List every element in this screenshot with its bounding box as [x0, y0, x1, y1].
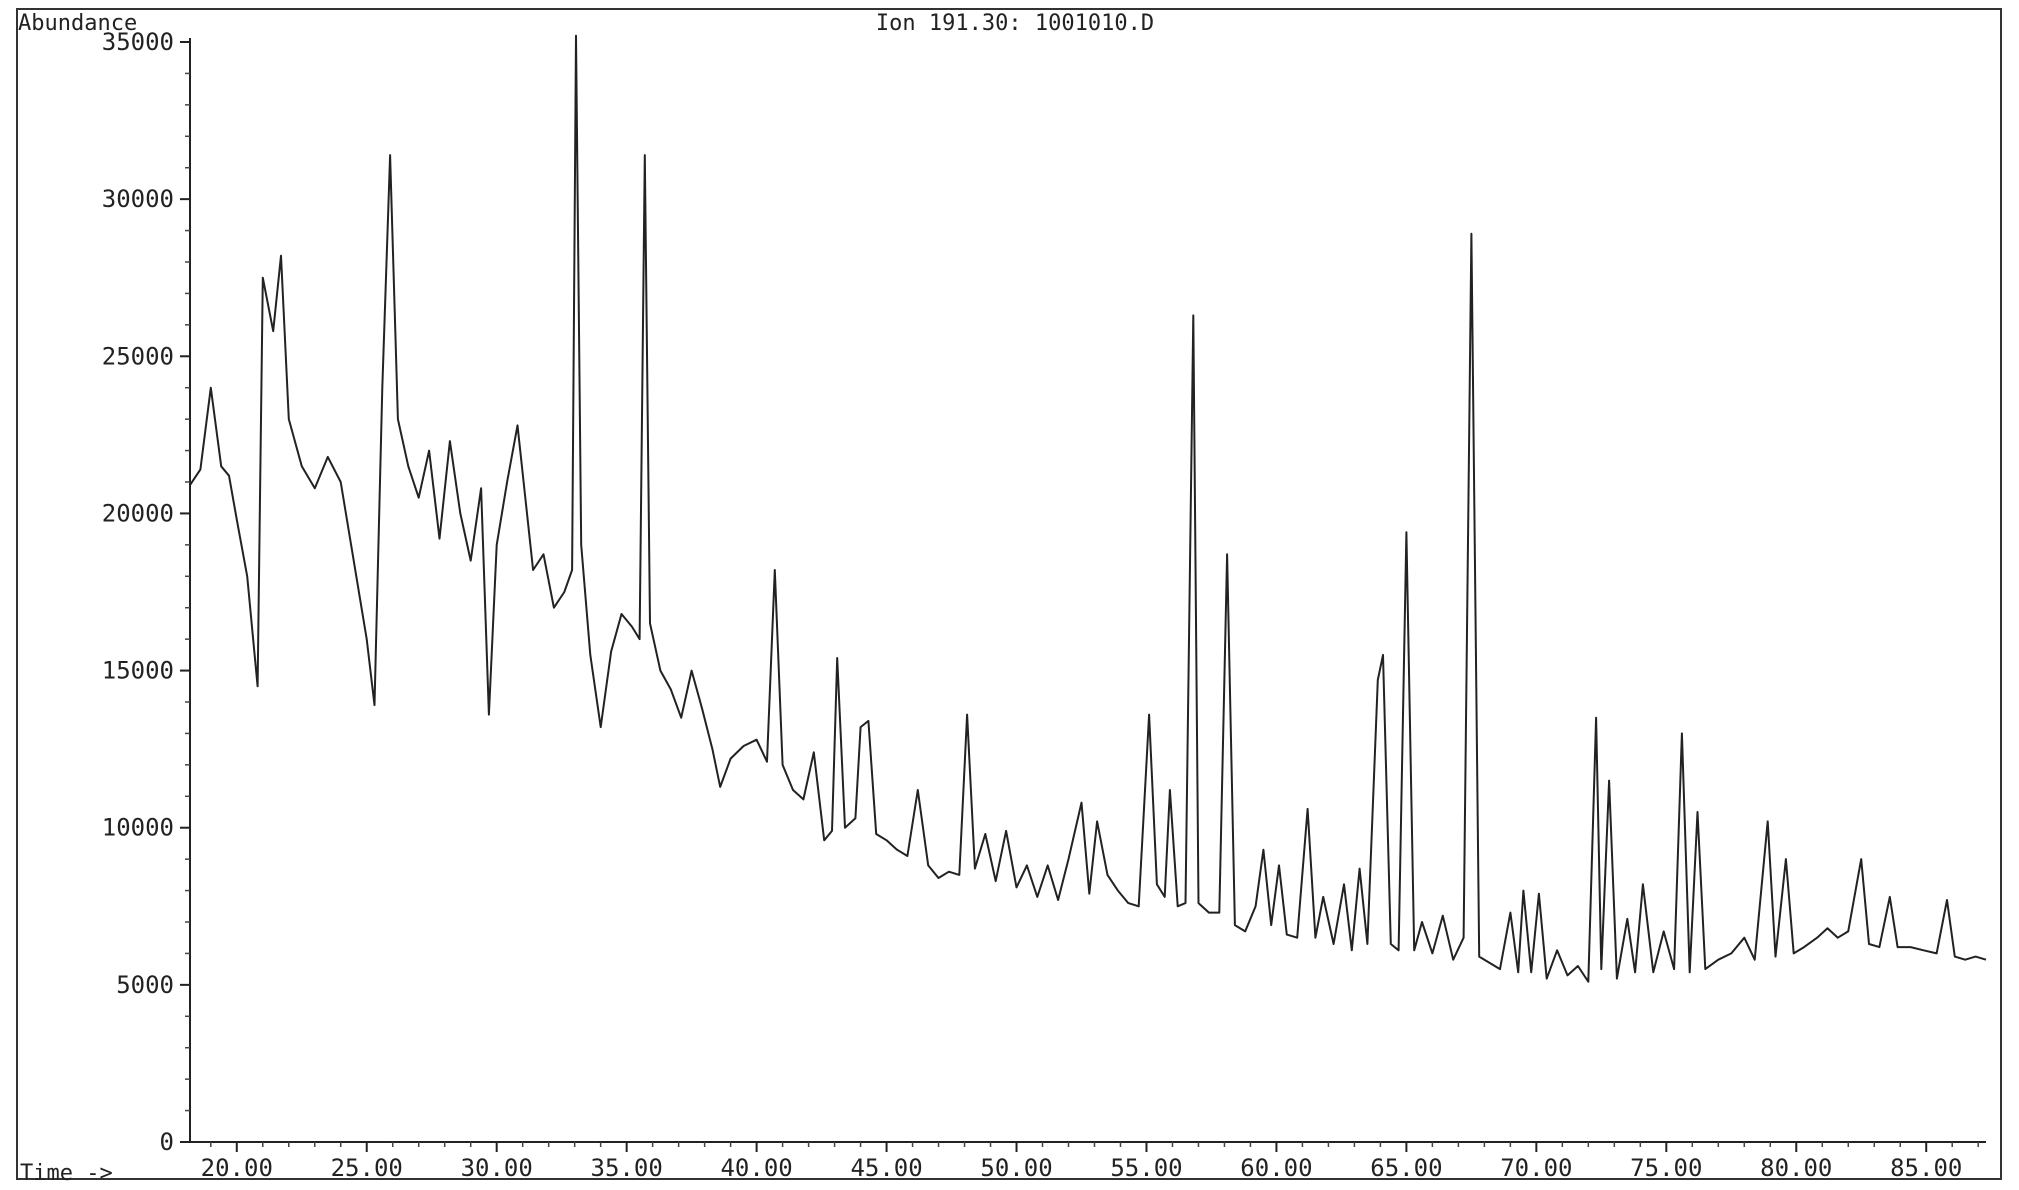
x-tick-label: 65.00 [1370, 1154, 1442, 1182]
y-tick-label: 5000 [116, 971, 174, 999]
x-tick-label: 20.00 [201, 1154, 273, 1182]
y-tick-label: 30000 [102, 185, 174, 213]
y-tick-label: 0 [160, 1128, 174, 1156]
x-tick-label: 50.00 [980, 1154, 1052, 1182]
x-tick-label: 55.00 [1110, 1154, 1182, 1182]
series-group [189, 34, 1987, 983]
x-tick-label: 45.00 [850, 1154, 922, 1182]
x-tick-label: 40.00 [720, 1154, 792, 1182]
y-tick-label: 20000 [102, 499, 174, 527]
x-tick-label: 60.00 [1240, 1154, 1312, 1182]
x-tick-label: 70.00 [1500, 1154, 1572, 1182]
tick-group: 0 5000 10000 15000 20000 25000 30000 35000 20.00… [102, 28, 1979, 1182]
y-tick-label: 15000 [102, 657, 174, 685]
x-axis-label: Time -> [20, 1161, 113, 1186]
y-axis-label: Abundance [18, 11, 137, 36]
x-tick-label: 35.00 [591, 1154, 663, 1182]
x-tick-label: 75.00 [1630, 1154, 1702, 1182]
x-tick-label: 30.00 [461, 1154, 533, 1182]
x-tick-label: 85.00 [1890, 1154, 1962, 1182]
x-tick-label: 80.00 [1760, 1154, 1832, 1182]
y-tick-label: 10000 [102, 814, 174, 842]
series-line-0 [189, 34, 1987, 983]
chart-title: Ion 191.30: 1001010.D [876, 11, 1154, 36]
y-tick-label: 35000 [102, 28, 174, 56]
axes [189, 38, 1986, 1143]
chart-frame [16, 8, 2002, 1180]
x-tick-label: 25.00 [331, 1154, 403, 1182]
y-tick-label: 25000 [102, 342, 174, 370]
